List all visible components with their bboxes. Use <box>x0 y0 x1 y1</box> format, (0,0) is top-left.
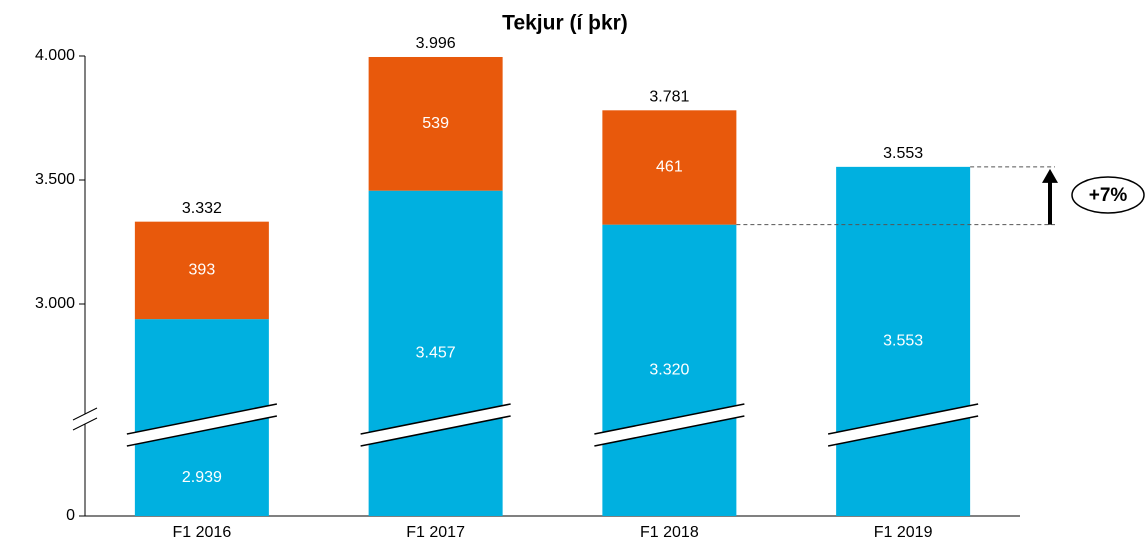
data-label: 461 <box>656 159 683 176</box>
chart-title: Tekjur (í þkr) <box>502 12 628 35</box>
axis-break-line <box>126 403 278 435</box>
axis-break <box>73 408 97 430</box>
axis-break <box>828 404 979 446</box>
x-tick-label: F1 2017 <box>406 524 465 541</box>
data-label: 2.939 <box>182 469 222 486</box>
data-label: 3.320 <box>649 362 689 379</box>
annotation: +7% <box>1089 185 1128 206</box>
data-label: 539 <box>422 115 449 132</box>
axis-break-line <box>594 403 745 435</box>
data-label: 393 <box>189 262 216 279</box>
annotation-bubble <box>1071 176 1145 214</box>
x-tick-label: F1 2019 <box>874 524 933 541</box>
axis-break-line <box>72 417 98 431</box>
axis-break-line <box>827 415 979 447</box>
axis-break-line <box>72 407 98 421</box>
bar-segment <box>368 56 503 191</box>
bar-segment <box>368 190 503 516</box>
axis-break-line <box>126 415 278 447</box>
axis-break-line <box>594 415 745 447</box>
growth-arrowhead <box>1042 168 1058 183</box>
x-tick-label: F1 2018 <box>640 524 699 541</box>
total-label: 3.553 <box>883 145 923 162</box>
axis-break <box>594 404 745 446</box>
axis-break-line <box>360 415 511 447</box>
total-label: 3.781 <box>649 89 689 106</box>
axis-break-line <box>360 403 511 435</box>
y-tick-label: 3.500 <box>35 171 75 188</box>
axis-break <box>360 404 511 446</box>
bar-segment <box>602 224 737 516</box>
data-label: 3.553 <box>883 333 923 350</box>
data-label: 3.457 <box>416 345 456 362</box>
y-tick-label: 4.000 <box>35 47 75 64</box>
bar-segment <box>134 221 269 320</box>
axis-break-line <box>827 403 979 435</box>
bar-segment <box>602 110 737 225</box>
x-tick-label: F1 2016 <box>173 524 232 541</box>
total-label: 3.332 <box>182 200 222 217</box>
y-tick-label: 0 <box>66 507 75 524</box>
total-label: 3.996 <box>416 35 456 52</box>
y-tick-label: 3.000 <box>35 295 75 312</box>
axis-break <box>126 404 277 446</box>
